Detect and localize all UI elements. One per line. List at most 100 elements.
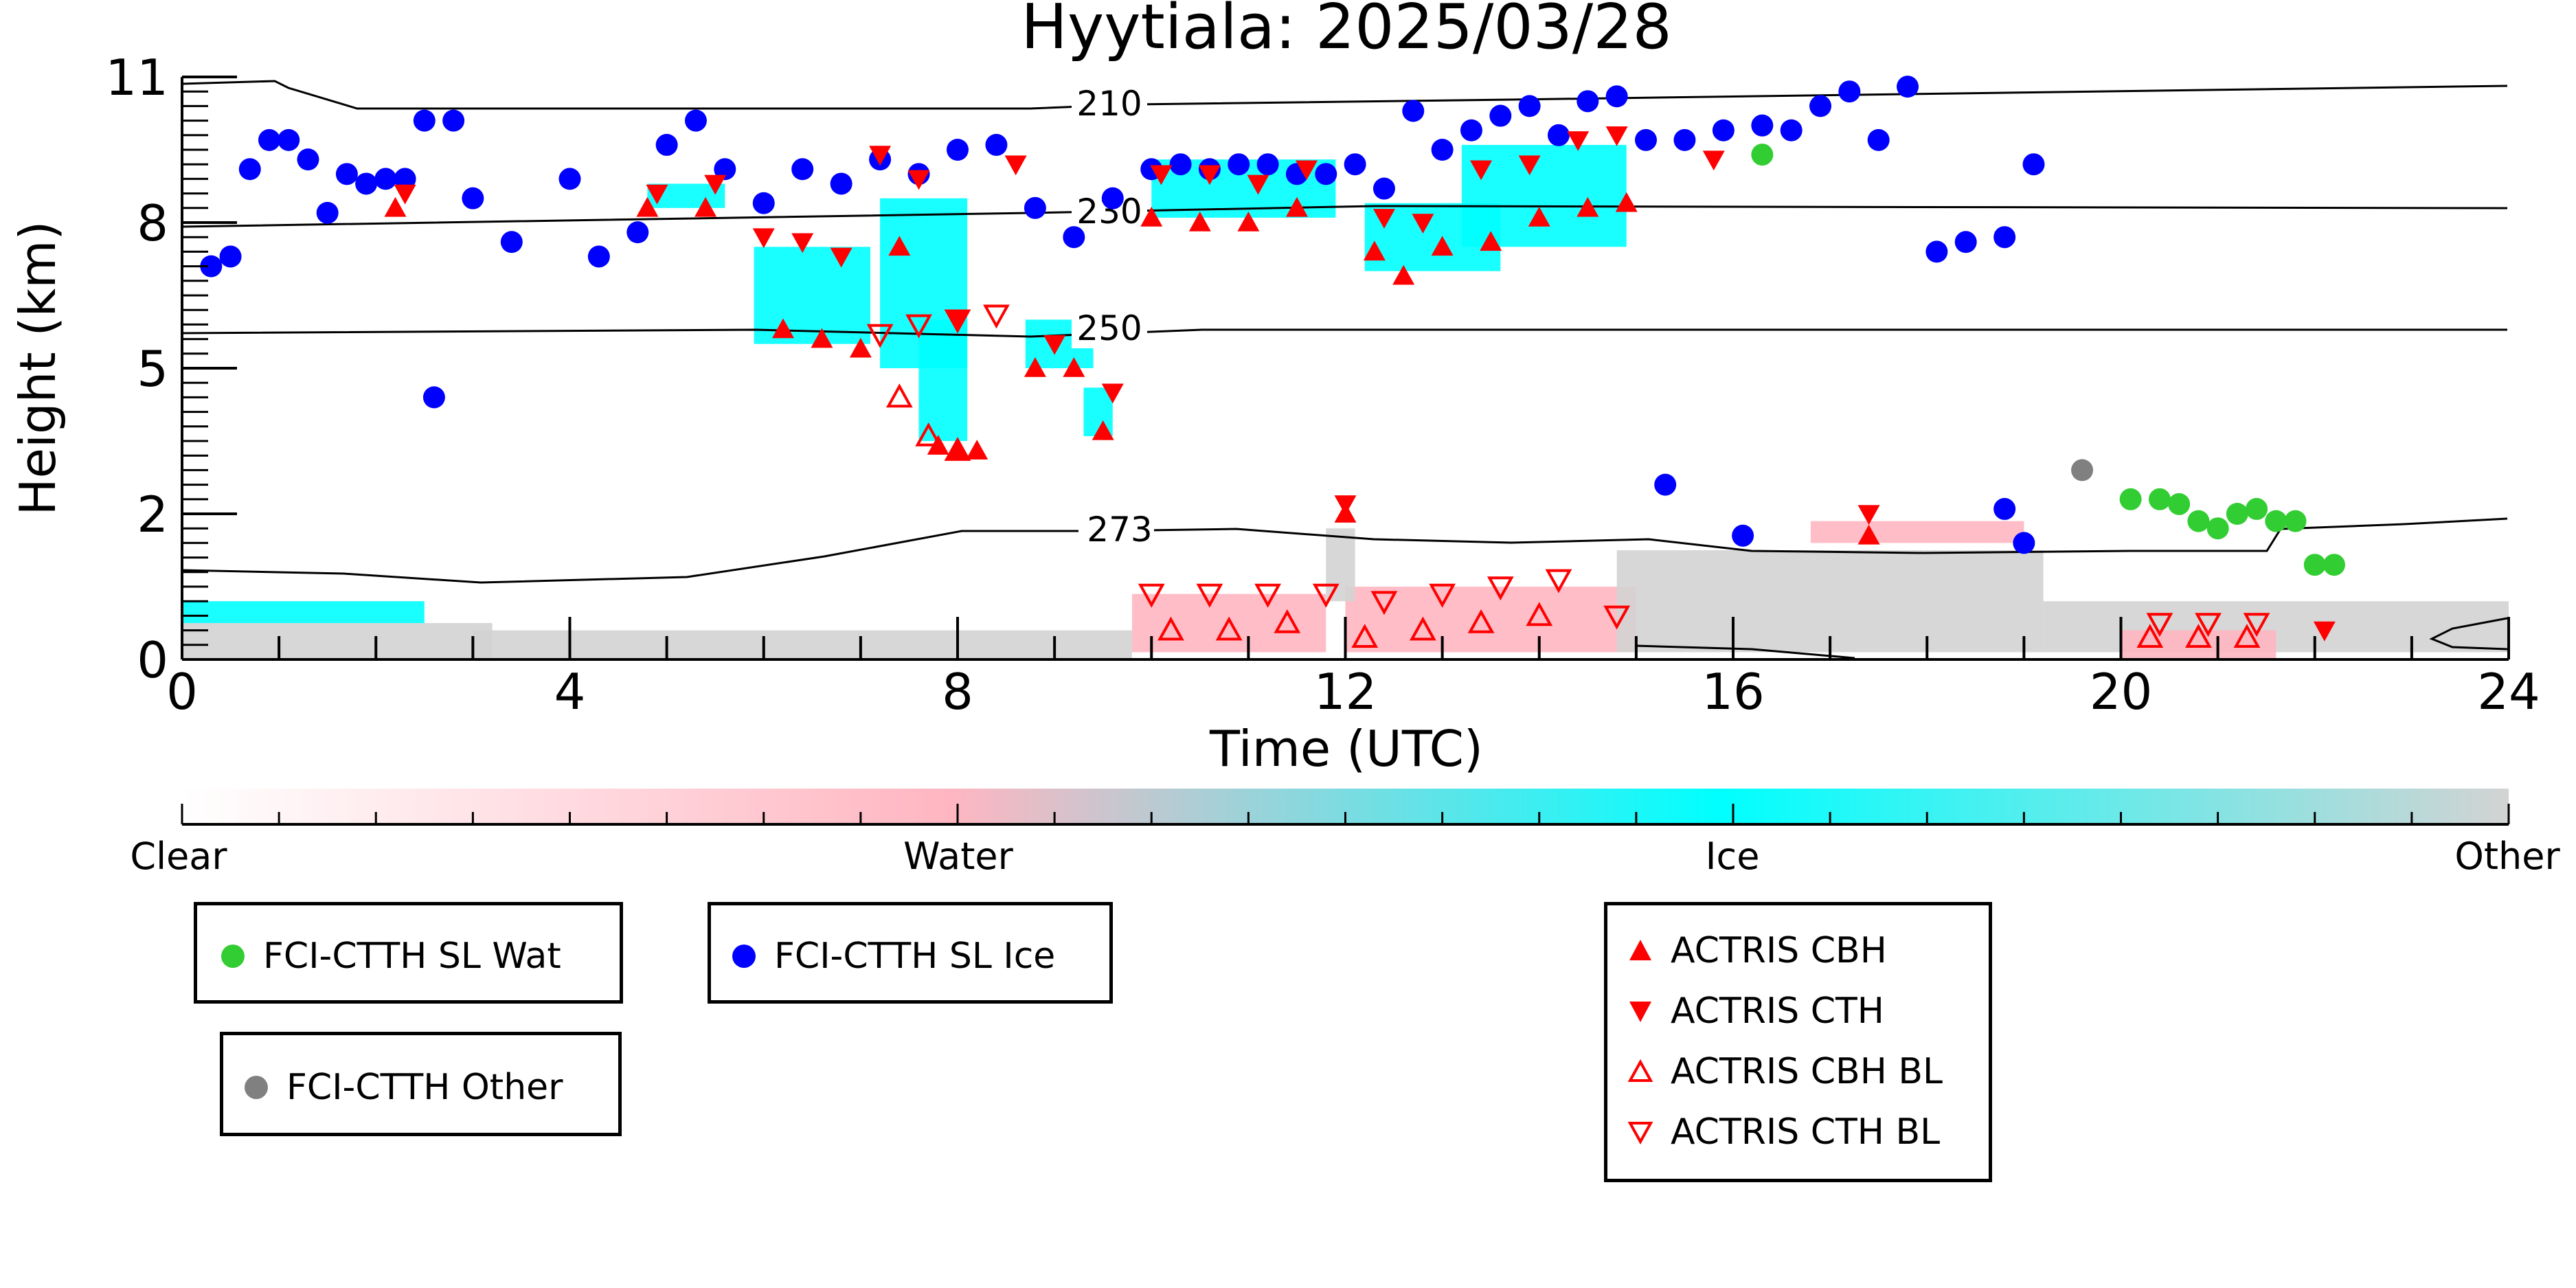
point-actris-cth [1857, 505, 1880, 525]
contour-labels: 210 230 250 273 [1072, 84, 1154, 550]
temperature-contours [181, 80, 2508, 659]
point-fci-ctth-sl-ice [1101, 187, 1124, 210]
point-fci-ctth-sl-ice [1518, 95, 1541, 117]
point-actris-cth [704, 174, 727, 195]
y-ticks: 0 2 5 8 11 [105, 49, 237, 689]
point-actris-cbh [1857, 524, 1880, 545]
point-fci-ctth-sl-ice [1634, 128, 1657, 151]
point-actris-cth [752, 228, 775, 249]
filled-triangle-up-icon [1629, 940, 1651, 960]
point-fci-ctth-sl-ice [1654, 473, 1677, 496]
point-fci-ctth-sl-ice [1673, 128, 1696, 151]
point-actris-cbh-bl [944, 437, 971, 461]
cloud-class-patch [182, 601, 425, 623]
point-fci-ctth-sl-ice [462, 187, 484, 210]
point-actris-cth [830, 247, 852, 268]
point-actris-cbh-bl [885, 383, 913, 408]
y-tick-label: 2 [137, 486, 168, 543]
point-fci-ctth-sl-ice [558, 168, 581, 190]
point-fci-ctth-sl-ice [1372, 177, 1395, 200]
point-fci-ctth-sl-ice [1809, 95, 1832, 117]
point-fci-ctth-sl-ice [1460, 119, 1482, 142]
point-actris-cbh [636, 196, 659, 217]
point-actris-cbh [1092, 420, 1114, 440]
cloud-class-patch [754, 247, 870, 344]
point-fci-ctth-sl-ice [1925, 240, 1948, 263]
contour-label-210: 210 [1076, 84, 1142, 124]
contour-label-273: 273 [1087, 510, 1152, 550]
point-actris-cth [1150, 165, 1173, 185]
x-tick-label: 24 [2477, 663, 2540, 721]
legend-label-actris-cbh: ACTRIS CBH [1671, 930, 1887, 971]
point-actris-cth [394, 184, 416, 205]
point-fci-ctth-sl-ice [394, 168, 416, 190]
point-actris-cth-bl [905, 314, 932, 339]
point-actris-cbh [1363, 240, 1386, 261]
point-fci-ctth-sl-ice [684, 109, 707, 132]
y-tick-label: 11 [105, 49, 168, 106]
point-actris-cth [791, 233, 814, 253]
cloud-class-patch [473, 630, 1133, 659]
point-actris-cbh-bl [1410, 616, 1436, 641]
open-triangle-down-icon [1627, 1122, 1653, 1145]
point-actris-cbh-bl [1215, 616, 1243, 641]
point-actris-cth-bl [1545, 569, 1572, 594]
point-fci-ctth-sl-wat [2265, 510, 2287, 532]
point-fci-ctth-sl-ice [1954, 231, 1977, 253]
markers [200, 76, 2345, 648]
colorbar-label-water: Water [903, 835, 1013, 878]
x-ticks: 0 4 8 12 16 20 24 [166, 617, 2540, 721]
point-actris-cbh [1431, 236, 1454, 256]
point-actris-cth-bl [1603, 605, 1631, 630]
point-fci-ctth-sl-ice [1993, 226, 2016, 249]
legend-label-fci-wat: FCI-CTTH SL Wat [263, 936, 561, 977]
point-actris-cth [1296, 160, 1318, 181]
contour-250-line [181, 328, 2507, 338]
point-actris-cbh-bl [2233, 624, 2261, 648]
point-fci-ctth-sl-ice [219, 245, 242, 268]
point-actris-cth [1470, 160, 1493, 181]
contour-bottom-line [1634, 644, 1855, 659]
point-actris-cbh-bl [1274, 609, 1301, 633]
point-fci-ctth-sl-ice [422, 386, 445, 409]
point-fci-ctth-other [2071, 459, 2094, 482]
cloud-class-patch [1616, 550, 2044, 653]
point-fci-ctth-sl-ice [791, 158, 814, 181]
point-actris-cbh [966, 440, 988, 460]
point-fci-ctth-sl-ice [335, 163, 358, 185]
y-tick-label: 8 [137, 194, 168, 252]
point-fci-ctth-sl-ice [200, 255, 223, 278]
point-actris-cth [1334, 495, 1357, 515]
legend-fci-ice: FCI-CTTH SL Ice [708, 902, 1113, 1004]
point-fci-ctth-sl-ice [258, 128, 281, 151]
cloud-class-field [182, 144, 2509, 659]
point-fci-ctth-sl-ice [1780, 119, 1803, 142]
point-actris-cbh [849, 337, 872, 358]
y-axis-label: Height (km) [9, 221, 67, 516]
cloud-class-patch [1083, 387, 1113, 436]
point-actris-cth [947, 310, 969, 331]
point-actris-cbh [947, 440, 969, 460]
legend-label-fci-ice: FCI-CTTH SL Ice [774, 936, 1056, 977]
green-dot-icon [221, 945, 245, 968]
cloud-class-patch [182, 623, 493, 659]
x-tick-label: 16 [1702, 663, 1765, 721]
colorbar-label-clear: Clear [130, 835, 227, 878]
x-tick-label: 12 [1314, 663, 1377, 721]
point-actris-cth [907, 170, 930, 190]
point-actris-cbh [1285, 196, 1308, 217]
point-actris-cth-bl [1254, 583, 1281, 608]
contour-273-line [181, 517, 2508, 584]
point-actris-cth [646, 184, 668, 205]
cloud-class-patch [1132, 594, 1326, 653]
point-actris-cth-bl [1312, 583, 1340, 608]
point-actris-cth-bl [1487, 576, 1514, 601]
point-fci-ctth-sl-ice [442, 109, 465, 132]
point-actris-cbh [811, 328, 833, 348]
point-actris-cbh [1063, 357, 1085, 377]
point-fci-ctth-sl-wat [2246, 497, 2268, 520]
point-actris-cth [1702, 150, 1725, 171]
point-fci-ctth-sl-ice [947, 139, 969, 161]
point-fci-ctth-sl-ice [355, 172, 378, 195]
open-triangle-up-icon [1627, 1059, 1653, 1082]
